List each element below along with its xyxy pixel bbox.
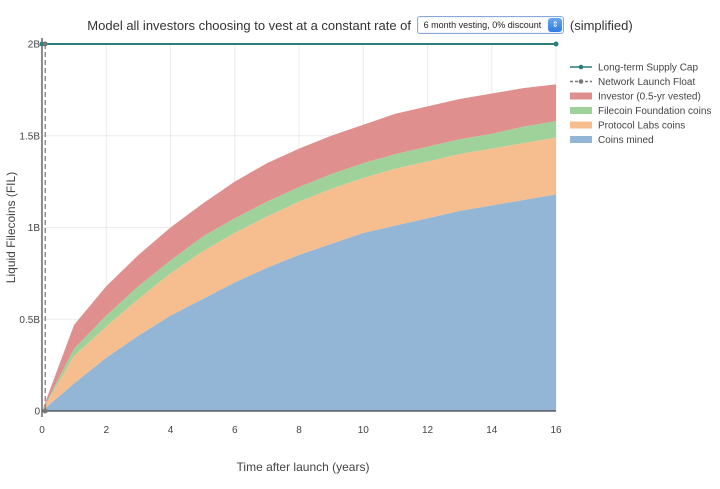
x-tick-label: 14 bbox=[486, 425, 498, 436]
legend-label: Network Launch Float bbox=[598, 77, 695, 88]
supply-cap-marker bbox=[553, 41, 559, 47]
x-tick-label: 8 bbox=[296, 425, 302, 436]
legend-swatch-marker bbox=[578, 64, 584, 70]
vesting-select[interactable]: 6 month vesting, 0% discount ⇕ bbox=[416, 16, 565, 35]
legend-swatch-marker bbox=[578, 79, 584, 84]
vesting-select-value: 6 month vesting, 0% discount bbox=[423, 20, 542, 31]
y-tick-label: 0.5B bbox=[19, 315, 40, 326]
legend-label: Coins mined bbox=[598, 135, 654, 146]
chart-header: Model all investors choosing to vest at … bbox=[0, 16, 720, 35]
legend-label: Long-term Supply Cap bbox=[598, 63, 698, 74]
area-coins-mined bbox=[42, 194, 556, 411]
y-tick-label: 2B bbox=[28, 40, 41, 51]
legend: Long-term Supply Cap Network Launch Float… bbox=[570, 63, 711, 146]
launch-float-marker bbox=[42, 408, 48, 414]
y-axis-title: Liquid Filecoins (FIL) bbox=[4, 172, 18, 283]
x-tick-label: 10 bbox=[358, 425, 370, 436]
x-axis-title: Time after launch (years) bbox=[237, 460, 370, 474]
y-tick-label: 1B bbox=[28, 223, 41, 234]
y-tick-label: 0 bbox=[34, 407, 40, 418]
x-tick-label: 4 bbox=[168, 425, 174, 436]
legend-label: Protocol Labs coins bbox=[598, 121, 685, 132]
x-tick-label: 2 bbox=[103, 425, 109, 436]
x-tick-label: 6 bbox=[232, 425, 238, 436]
y-tick-label: 1.5B bbox=[19, 131, 40, 142]
legend-swatch-area bbox=[570, 121, 592, 129]
chevron-updown-icon: ⇕ bbox=[548, 18, 563, 33]
x-tick-label: 0 bbox=[39, 425, 45, 436]
legend-label: Filecoin Foundation coins bbox=[598, 106, 711, 117]
legend-swatch-area bbox=[570, 136, 592, 143]
area-investor-0-5-yr-vested- bbox=[42, 84, 556, 412]
x-tick-label: 16 bbox=[550, 425, 562, 436]
launch-float-marker bbox=[42, 41, 48, 47]
area-protocol-labs-coins bbox=[42, 137, 556, 411]
legend-swatch-area bbox=[570, 92, 592, 100]
legend-label: Investor (0.5-yr vested) bbox=[598, 92, 701, 103]
x-tick-label: 12 bbox=[422, 425, 434, 436]
header-prefix: Model all investors choosing to vest at … bbox=[87, 18, 412, 33]
legend-swatch-area bbox=[570, 107, 592, 114]
header-suffix: (simplified) bbox=[569, 18, 633, 33]
